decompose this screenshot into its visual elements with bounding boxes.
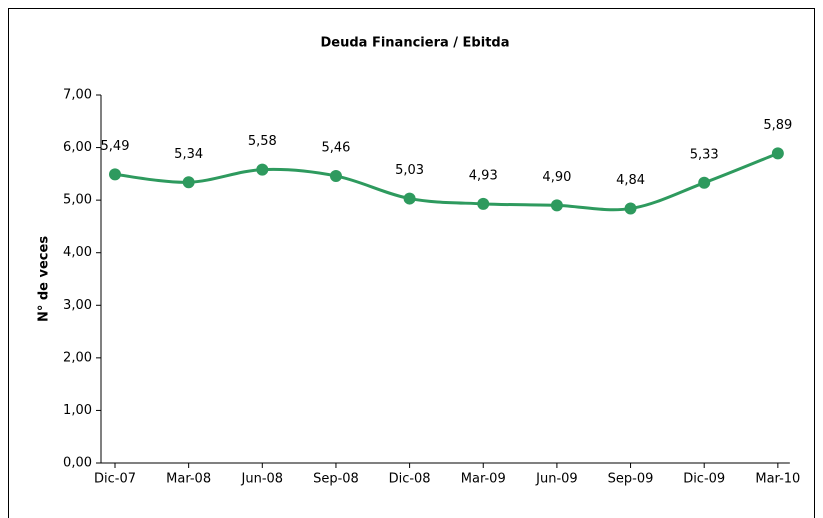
x-tick-label: Dic-09 [683, 472, 725, 487]
point [403, 192, 416, 205]
y-tick-label: 0,00 [63, 456, 92, 471]
x-tick-label: Sep-08 [313, 472, 359, 487]
value-label: 5,03 [395, 163, 424, 178]
point [698, 176, 711, 189]
value-label: 5,49 [101, 139, 130, 154]
x-tick-label: Dic-07 [94, 472, 136, 487]
point [256, 163, 269, 176]
y-tick-label: 3,00 [63, 298, 92, 313]
x-tick-label: Dic-08 [389, 472, 431, 487]
chart-title: Deuda Financiera / Ebitda [321, 36, 510, 51]
y-tick-label: 7,00 [63, 88, 92, 103]
value-label: 4,93 [469, 168, 498, 183]
x-tick-label: Sep-09 [608, 472, 654, 487]
value-label: 4,90 [542, 170, 571, 185]
value-label: 5,34 [174, 147, 203, 162]
value-label: 5,33 [690, 147, 719, 162]
chart-frame [8, 8, 815, 518]
x-tick-label: Mar-08 [166, 472, 211, 487]
value-label: 5,58 [248, 134, 277, 149]
x-tick-label: Jun-08 [241, 472, 284, 487]
y-tick-label: 4,00 [63, 245, 92, 260]
point [624, 202, 637, 215]
point [329, 169, 342, 182]
y-tick-label: 1,00 [63, 403, 92, 418]
point [550, 199, 563, 212]
value-label: 5,89 [763, 118, 792, 133]
line [114, 151, 779, 212]
value-label: 4,84 [616, 173, 645, 188]
y-tick-label: 5,00 [63, 193, 92, 208]
x-tick-label: Mar-09 [461, 472, 506, 487]
point [109, 168, 121, 181]
x-tick-label: Jun-09 [535, 472, 578, 487]
point [182, 176, 195, 189]
point [477, 197, 490, 210]
y-tick-label: 2,00 [63, 350, 92, 365]
value-label: 5,46 [321, 140, 350, 155]
x-tick-label: Mar-10 [755, 472, 800, 487]
point [771, 147, 784, 160]
y-axis-label: N° de veces [37, 236, 52, 322]
y-tick-label: 6,00 [63, 140, 92, 155]
